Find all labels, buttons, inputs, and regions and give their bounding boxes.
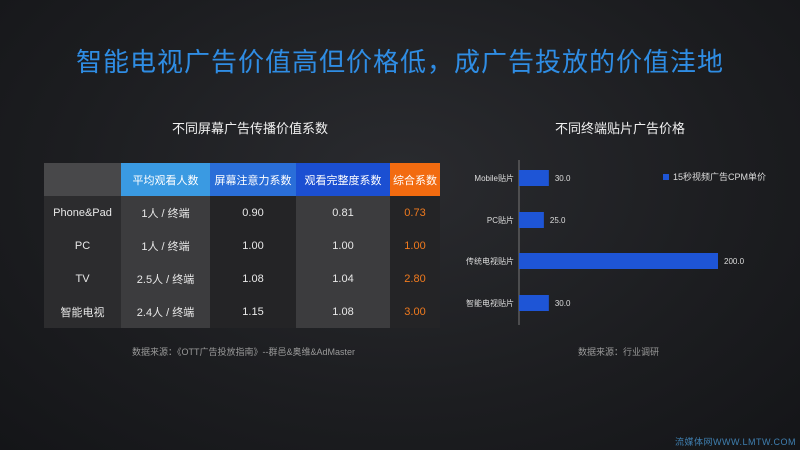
table-row: Phone&Pad 1人 / 终端 0.90 0.81 0.73 [44, 196, 440, 229]
cpm-bar-chart: Mobile贴片 30.0 PC贴片 25.0 传统电视贴片 200.0 智能电视贴片 30.… [466, 160, 766, 325]
category-label: 传统电视贴片 [466, 256, 514, 266]
page-title: 智能电视广告价值高但价格低，成广告投放的价值洼地 [75, 47, 724, 77]
chart-source: 数据来源：行业调研 [578, 347, 660, 357]
table-row: 智能电视 2.4人 / 终端 1.15 1.08 3.00 [44, 295, 440, 328]
legend-swatch [663, 174, 669, 180]
table-cell: PC [44, 229, 121, 262]
header-cell: 综合系数 [390, 163, 440, 196]
table-heading: 不同屏幕广告传播价值系数 [172, 121, 329, 136]
value-label: 30.0 [555, 299, 571, 308]
watermark: 流媒体网WWW.LMTW.COM [675, 437, 796, 447]
table-cell: TV [44, 262, 121, 295]
legend-label: 15秒视频广告CPM单价 [673, 171, 766, 182]
category-label: PC贴片 [487, 215, 514, 225]
table-cell: 2.4人 / 终端 [121, 295, 210, 328]
chart-title: 不同终端贴片广告价格 [555, 121, 686, 136]
table-cell: 2.80 [390, 262, 440, 295]
table-cell: 1.08 [296, 295, 390, 328]
value-label: 200.0 [724, 257, 745, 266]
table-cell: 1.00 [210, 229, 296, 262]
table-cell: 1人 / 终端 [121, 196, 210, 229]
table-cell: Phone&Pad [44, 196, 121, 229]
table-cell: 1.00 [390, 229, 440, 262]
header-cell: 观看完整度系数 [296, 163, 390, 196]
value-label: 25.0 [550, 216, 566, 225]
bar [519, 212, 544, 228]
table-cell: 1.04 [296, 262, 390, 295]
header-cell: 平均观看人数 [121, 163, 210, 196]
table-cell: 0.90 [210, 196, 296, 229]
table-row: TV 2.5人 / 终端 1.08 1.04 2.80 [44, 262, 440, 295]
table-cell: 智能电视 [44, 295, 121, 328]
value-label: 30.0 [555, 174, 571, 183]
table-row: PC 1人 / 终端 1.00 1.00 1.00 [44, 229, 440, 262]
value-coefficient-table: 平均观看人数 屏幕注意力系数 观看完整度系数 综合系数 Phone&Pad 1人 … [44, 163, 440, 328]
bar [519, 170, 549, 186]
bar [519, 253, 718, 269]
table-cell: 3.00 [390, 295, 440, 328]
category-label: Mobile贴片 [474, 173, 514, 183]
table-cell: 2.5人 / 终端 [121, 262, 210, 295]
category-label: 智能电视贴片 [466, 298, 514, 308]
header-cell [44, 163, 121, 196]
bar [519, 295, 549, 311]
table-cell: 1.15 [210, 295, 296, 328]
table-cell: 1.00 [296, 229, 390, 262]
table-cell: 0.73 [390, 196, 440, 229]
table-cell: 0.81 [296, 196, 390, 229]
table-cell: 1人 / 终端 [121, 229, 210, 262]
header-cell: 屏幕注意力系数 [210, 163, 296, 196]
table-cell: 1.08 [210, 262, 296, 295]
table-source: 数据来源：《OTT广告投放指南》--群邑&奥维&AdMaster [132, 347, 356, 357]
